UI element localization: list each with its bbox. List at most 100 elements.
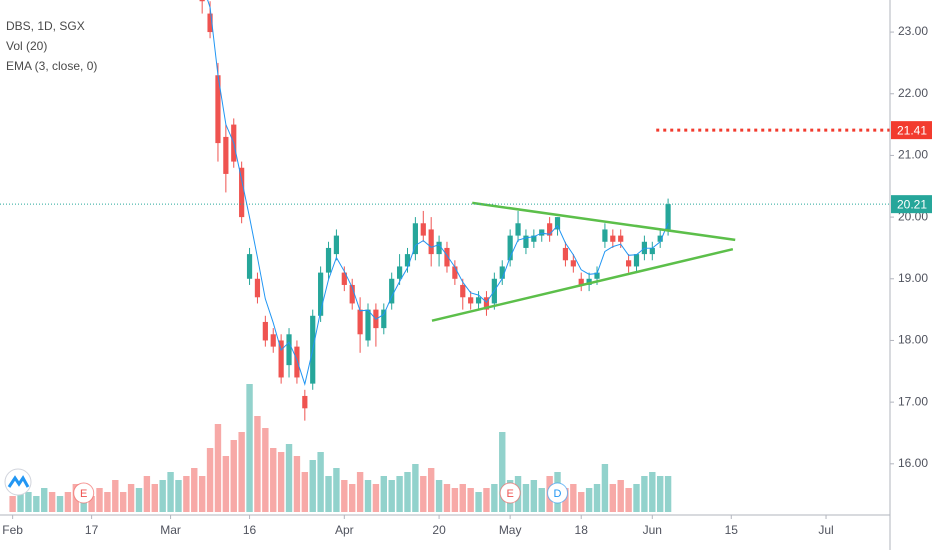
candle-body xyxy=(389,278,395,304)
volume-bar xyxy=(198,476,206,512)
event-marker[interactable]: E xyxy=(499,482,521,504)
candle-body xyxy=(278,340,284,378)
candle-body xyxy=(539,229,545,236)
volume-bar xyxy=(143,476,151,512)
volume-bar xyxy=(56,496,64,512)
candle-body xyxy=(460,284,466,298)
volume-bar xyxy=(48,492,56,512)
candle-body xyxy=(515,223,521,236)
volume-bar xyxy=(285,444,293,512)
candle-body xyxy=(254,278,261,298)
candle-body xyxy=(499,266,505,279)
candle-body xyxy=(578,278,584,285)
x-tick-label: 15 xyxy=(725,523,739,537)
candle-body xyxy=(547,223,553,236)
axes: 16.0017.0018.0019.0020.0021.0022.0023.00… xyxy=(2,24,932,537)
volume-bar xyxy=(159,480,166,512)
volume-bar xyxy=(356,472,364,512)
volume-bar xyxy=(372,484,380,512)
volume-bar xyxy=(609,484,617,512)
candle-body xyxy=(523,235,529,248)
volume-bar xyxy=(625,488,632,512)
candle-body xyxy=(452,266,458,279)
candle-body xyxy=(302,395,308,409)
volume-bar xyxy=(593,484,601,512)
volume-bar xyxy=(641,476,648,512)
event-label: D xyxy=(554,488,562,500)
volume-bar xyxy=(167,472,174,512)
candle-body xyxy=(468,297,474,304)
volume-bar xyxy=(459,484,466,512)
volume-bar xyxy=(317,452,324,512)
candle-body xyxy=(199,0,205,2)
candle-body xyxy=(610,235,616,242)
volume-bar xyxy=(246,384,253,512)
volume-bar xyxy=(420,476,427,512)
volume-bar xyxy=(301,472,309,512)
volume-bar xyxy=(364,480,372,512)
candle-body xyxy=(586,278,592,285)
event-marker[interactable]: D xyxy=(547,482,569,504)
volume-bar xyxy=(25,492,32,512)
candle-body xyxy=(215,75,221,144)
candle-body xyxy=(428,229,434,255)
candle-body xyxy=(483,297,490,310)
candle-body xyxy=(507,235,513,261)
candle-body xyxy=(223,136,229,174)
candle-body xyxy=(294,346,300,378)
candle-body xyxy=(333,235,340,255)
candle-body xyxy=(626,260,632,267)
volume-bar xyxy=(277,452,285,512)
volume-bar xyxy=(104,492,111,512)
volume-bar xyxy=(578,492,585,512)
trend-line xyxy=(472,201,736,242)
candle-body xyxy=(657,235,663,242)
volume-bar xyxy=(404,472,411,512)
x-tick-label: 17 xyxy=(85,523,99,537)
event-marker[interactable]: E xyxy=(73,482,95,504)
volume-bar xyxy=(333,468,340,512)
y-tick-label: 23.00 xyxy=(898,24,928,38)
x-tick-label: Feb xyxy=(2,523,23,537)
volume-bar xyxy=(214,424,222,512)
candle-body xyxy=(562,247,569,261)
y-tick-label: 17.00 xyxy=(898,394,928,408)
volume-bar xyxy=(388,480,395,512)
candle-body xyxy=(665,204,671,230)
volume-bar xyxy=(633,484,640,512)
volume-bar xyxy=(341,480,348,512)
candle-body xyxy=(602,229,608,242)
volume-bar xyxy=(262,428,269,512)
candle-body xyxy=(436,241,442,255)
volume-bar xyxy=(238,432,245,512)
candle-body xyxy=(381,309,387,329)
logo[interactable] xyxy=(4,468,32,496)
x-tick-label: May xyxy=(499,523,522,537)
volume-bar xyxy=(135,488,143,512)
volume-bar xyxy=(664,476,672,512)
x-tick-label: 18 xyxy=(575,523,589,537)
volume-bar xyxy=(17,492,24,512)
candle-body xyxy=(365,309,371,341)
event-label: E xyxy=(506,488,513,500)
indicator-label: EMA (3, close, 0) xyxy=(6,59,97,73)
volume-bar xyxy=(64,492,72,512)
volume-bar xyxy=(451,488,459,512)
candle-body xyxy=(554,217,561,230)
chart-title: DBS, 1D, SGX xyxy=(6,19,85,33)
volume-bar xyxy=(96,488,103,512)
candle-body xyxy=(318,272,324,316)
volume-bar xyxy=(475,492,482,512)
candle-body xyxy=(420,223,426,236)
candle-body xyxy=(207,13,213,33)
candle-body xyxy=(444,247,450,267)
volume-bar xyxy=(435,480,443,512)
candle-body xyxy=(286,334,292,366)
event-label: E xyxy=(80,488,87,500)
candle-body xyxy=(396,266,403,279)
candle-body xyxy=(633,254,640,267)
volume-bar xyxy=(443,484,451,512)
volume-bar xyxy=(562,488,569,512)
volume-bar xyxy=(538,488,545,512)
volume-bar xyxy=(127,484,135,512)
